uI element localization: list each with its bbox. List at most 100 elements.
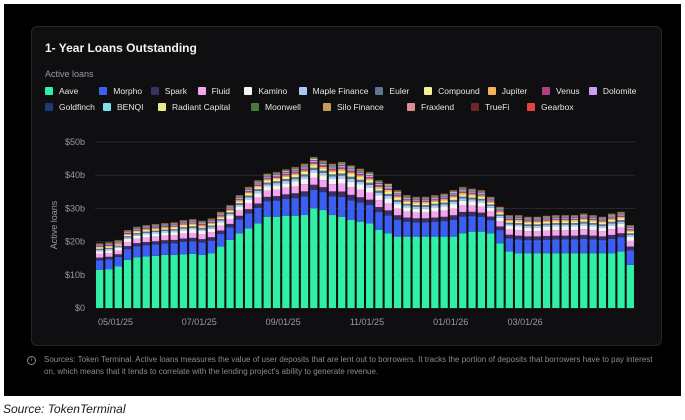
legend-item-gearbox[interactable]: Gearbox [527, 102, 587, 112]
legend-item-aave[interactable]: Aave [45, 86, 99, 96]
bar-segment-kamino [300, 179, 309, 185]
bar-stack[interactable] [375, 180, 383, 308]
bar-stack[interactable] [505, 215, 513, 308]
bar-stack[interactable] [449, 190, 458, 308]
bar-segment-compound [375, 188, 383, 191]
legend-item-venus[interactable]: Venus [542, 86, 589, 96]
bar-stack[interactable] [347, 165, 355, 308]
bar-stack[interactable] [291, 166, 299, 308]
bar-stack[interactable] [412, 196, 420, 308]
bar-stack[interactable] [589, 215, 597, 308]
bar-stack[interactable] [161, 223, 169, 308]
bar-stack[interactable] [207, 218, 216, 308]
bar-segment-jupiter [300, 170, 309, 172]
bar-stack[interactable] [272, 171, 281, 308]
legend-item-jupiter[interactable]: Jupiter [487, 86, 542, 96]
bar-stack[interactable] [524, 216, 532, 308]
legend-item-spark[interactable]: Spark [150, 86, 198, 96]
bar-stack[interactable] [533, 216, 541, 308]
bar-stack[interactable] [300, 163, 309, 308]
bar-stack[interactable] [626, 225, 634, 308]
bar-segment-euler [514, 223, 523, 225]
legend-item-fluid[interactable]: Fluid [197, 86, 245, 96]
bar-stack[interactable] [319, 160, 327, 308]
bar-stack[interactable] [133, 226, 141, 308]
bar-stack[interactable] [617, 211, 625, 308]
legend-item-euler[interactable]: Euler [375, 86, 424, 96]
legend-item-compound[interactable]: Compound [424, 86, 488, 96]
bar-segment-kamino [468, 201, 476, 206]
bar-stack[interactable] [282, 169, 290, 308]
bar-segment-maple-finance [598, 225, 607, 228]
bar-segment-jupiter [244, 192, 253, 194]
bar-stack[interactable] [403, 195, 411, 308]
bar-stack[interactable] [570, 215, 579, 308]
bar-stack[interactable] [123, 229, 132, 308]
bar-stack[interactable] [393, 190, 402, 308]
bar-stack[interactable] [496, 206, 504, 308]
bar-segment-euler [300, 174, 309, 177]
bar-stack[interactable] [421, 196, 430, 308]
legend-item-benqi[interactable]: BENQI [103, 102, 158, 112]
bar-stack[interactable] [514, 215, 523, 308]
legend-item-truefi[interactable]: TrueFi [471, 102, 527, 112]
bar-stack[interactable] [170, 222, 178, 308]
legend-item-silo-finance[interactable]: Silo Finance [323, 102, 407, 112]
bar-stack[interactable] [608, 213, 616, 308]
bar-stack[interactable] [328, 163, 337, 308]
bar-stack[interactable] [142, 225, 150, 308]
legend-item-radiant-capital[interactable]: Radiant Capital [158, 102, 251, 112]
bar-stack[interactable] [254, 180, 262, 308]
bar-stack[interactable] [468, 188, 476, 308]
bar-stack[interactable] [356, 168, 364, 308]
legend-item-kamino[interactable]: Kamino [244, 86, 298, 96]
bar-segment-goldfinch [328, 166, 337, 168]
bar-stack[interactable] [598, 216, 607, 308]
bar-stack[interactable] [217, 211, 225, 308]
bar-segment-euler [542, 223, 551, 226]
bar-stack[interactable] [179, 220, 188, 308]
bar-segment-benqi [319, 162, 327, 164]
bar-segment-aave [375, 229, 383, 308]
bar-segment-fluid [608, 229, 616, 235]
bar-segment-dolomite [421, 199, 430, 201]
bar-stack[interactable] [477, 190, 486, 308]
legend-item-moonwell[interactable]: Moonwell [251, 102, 323, 112]
bar-segment-aave [123, 259, 132, 308]
bar-stack[interactable] [338, 161, 346, 308]
bar-stack[interactable] [189, 219, 197, 308]
bar-stack[interactable] [487, 196, 495, 308]
bar-stack[interactable] [542, 215, 551, 308]
bar-stack[interactable] [96, 243, 104, 308]
bar-stack[interactable] [105, 242, 113, 308]
bar-segment-aave [198, 254, 206, 308]
bar-segment-maple-finance [114, 246, 122, 248]
bar-stack[interactable] [580, 213, 588, 308]
bar-segment-maple-finance [189, 227, 197, 230]
bar-stack[interactable] [431, 195, 439, 308]
bar-stack[interactable] [384, 183, 392, 309]
bar-stack[interactable] [366, 171, 374, 308]
bar-segment-spark [282, 194, 290, 199]
bar-stack[interactable] [198, 220, 206, 308]
bar-stack[interactable] [310, 156, 318, 308]
bar-segment-silo-finance [347, 166, 355, 167]
bar-stack[interactable] [263, 173, 271, 308]
bar-stack[interactable] [244, 186, 253, 308]
bar-stack[interactable] [235, 195, 243, 308]
bar-stack[interactable] [440, 193, 448, 308]
legend-item-fraxlend[interactable]: Fraxlend [407, 102, 471, 112]
bar-stack[interactable] [459, 186, 467, 308]
bar-segment-maple-finance [505, 224, 513, 226]
legend-item-dolomite[interactable]: Dolomite [588, 86, 645, 96]
bar-stack[interactable] [552, 215, 560, 308]
bar-segment-fluid [96, 253, 104, 258]
bar-stack[interactable] [561, 215, 569, 308]
legend-item-goldfinch[interactable]: Goldfinch [45, 102, 103, 112]
legend-title: Active loans [45, 69, 94, 79]
legend-item-maple-finance[interactable]: Maple Finance [298, 86, 376, 96]
bar-stack[interactable] [226, 205, 234, 308]
bar-stack[interactable] [114, 239, 122, 308]
legend-item-morpho[interactable]: Morpho [99, 86, 150, 96]
bar-stack[interactable] [151, 224, 160, 308]
